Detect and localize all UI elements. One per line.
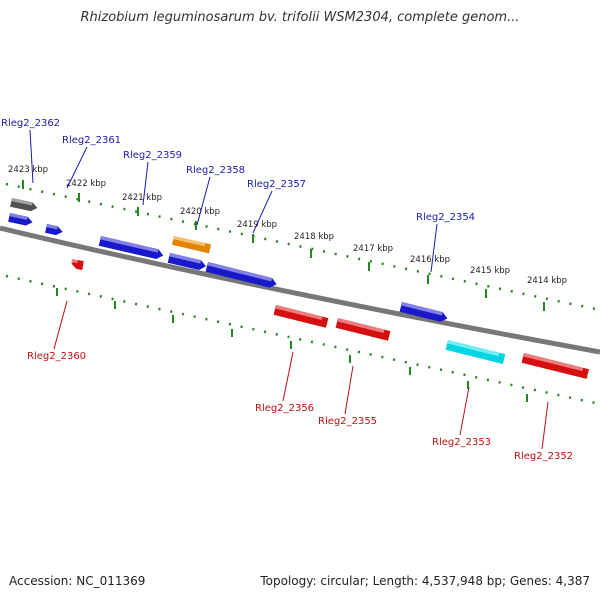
gene-feature <box>399 302 448 322</box>
gene-feature <box>98 236 164 260</box>
map-title: Rhizobium leguminosarum bv. trifolii WSM… <box>80 10 520 25</box>
gene-label: Rleg2_2352 <box>514 451 573 462</box>
gene-label-leader <box>344 365 354 415</box>
scale-tick-label: 2421 kbp <box>122 193 162 203</box>
scale-tick-label: 2414 kbp <box>527 276 567 286</box>
gene-label: Rleg2_2359 <box>123 150 182 161</box>
gene-feature <box>445 340 506 364</box>
gene-label: Rleg2_2357 <box>247 179 306 190</box>
gene-label-leader <box>541 401 549 450</box>
scale-tick-label: 2422 kbp <box>66 179 106 189</box>
gene-label-leader <box>282 351 294 402</box>
gene-label-leader <box>252 190 273 234</box>
gene-label-leader <box>66 146 88 189</box>
gene-feature <box>273 305 329 328</box>
scale-tick-label: 2418 kbp <box>294 232 334 242</box>
upper-scale-track <box>5 182 600 312</box>
gene-label: Rleg2_2361 <box>62 135 121 146</box>
gene-label-leader <box>53 300 68 350</box>
accession-text: Accession: NC_011369 <box>9 574 146 588</box>
scale-tick-label: 2423 kbp <box>8 165 48 175</box>
gene-feature <box>521 353 590 379</box>
genome-summary-text: Topology: circular; Length: 4,537,948 bp… <box>260 574 590 588</box>
gene-feature <box>171 236 212 254</box>
gene-label: Rleg2_2358 <box>186 165 245 176</box>
gene-label: Rleg2_2356 <box>255 403 314 414</box>
gene-label-leader <box>430 223 438 273</box>
genome-backbone <box>0 225 600 355</box>
scale-tick-label: 2416 kbp <box>410 255 450 265</box>
gene-label-leader <box>459 386 470 436</box>
gene-feature <box>167 253 206 270</box>
gene-label: Rleg2_2355 <box>318 416 377 427</box>
gene-feature <box>8 213 33 226</box>
gene-label: Rleg2_2354 <box>416 212 475 223</box>
gene-label: Rleg2_2353 <box>432 437 491 448</box>
scale-tick-label: 2415 kbp <box>470 266 510 276</box>
gene-feature <box>71 259 84 270</box>
gene-label: Rleg2_2362 <box>1 118 60 129</box>
gene-feature <box>10 198 38 212</box>
scale-tick-label: 2417 kbp <box>353 244 393 254</box>
gene-feature <box>205 262 277 288</box>
gene-feature <box>45 224 63 236</box>
gene-feature <box>335 318 391 341</box>
gene-label-leader <box>142 161 149 206</box>
gene-label: Rleg2_2360 <box>27 351 86 362</box>
gene-label-leader <box>29 129 34 184</box>
gene-label-leader <box>196 176 211 226</box>
